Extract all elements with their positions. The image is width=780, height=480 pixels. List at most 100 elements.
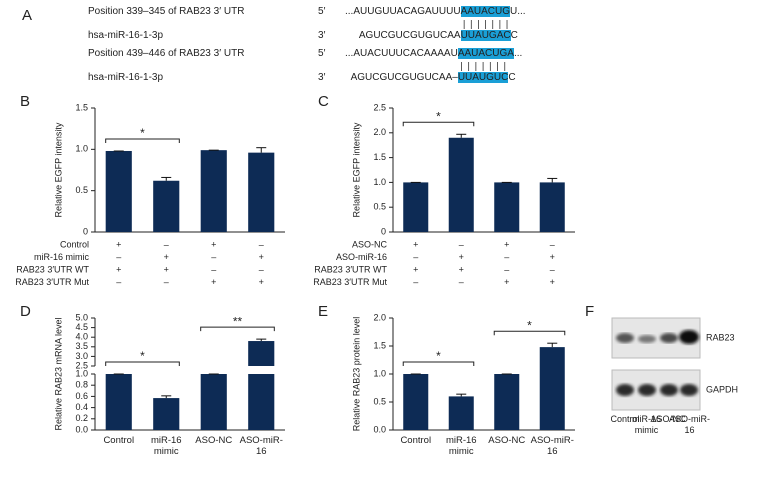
condition-mark: + — [259, 277, 264, 287]
condition-mark: – — [164, 239, 169, 249]
bar — [539, 182, 565, 232]
condition-mark: + — [259, 252, 264, 262]
y-tick-label: 4.0 — [75, 332, 88, 342]
strand-end: 5′ — [318, 6, 326, 17]
condition-mark: + — [504, 239, 509, 249]
blot-band — [616, 384, 634, 396]
panel-letter: A — [22, 7, 32, 24]
bar — [403, 374, 429, 430]
condition-mark: + — [211, 239, 216, 249]
blot-band — [679, 330, 699, 344]
condition-mark: – — [116, 252, 121, 262]
y-tick-label: 1.5 — [373, 340, 386, 350]
condition-mark: – — [211, 252, 216, 262]
bar — [153, 180, 180, 232]
bar — [248, 341, 275, 366]
y-tick-label: 1.5 — [373, 152, 386, 162]
bar — [153, 398, 180, 430]
panel-letter: F — [585, 303, 594, 320]
y-tick-label: 0.5 — [373, 396, 386, 406]
condition-mark: – — [259, 264, 264, 274]
bar — [448, 396, 474, 430]
condition-mark: + — [164, 264, 169, 274]
condition-mark: + — [550, 252, 555, 262]
condition-mark: + — [116, 264, 121, 274]
significance-bracket — [105, 361, 180, 366]
significance-label: * — [436, 349, 441, 363]
condition-mark: + — [413, 239, 418, 249]
y-tick-label: 0 — [83, 226, 88, 236]
x-tick-label: ASO-NC — [488, 435, 526, 446]
condition-mark: – — [413, 252, 418, 262]
sequence: AGUCGUCGUGUCAA–UUAUGUCC — [351, 72, 516, 84]
significance-label: * — [140, 349, 145, 363]
bar — [105, 374, 132, 430]
seed-highlight: UUAUGUC — [457, 72, 509, 83]
y-tick-label: 4.5 — [75, 322, 88, 332]
sequence-part: ...AUUGUUACAGAUUUU — [345, 6, 461, 17]
bar — [105, 150, 132, 232]
y-tick-label: 1.0 — [373, 177, 386, 187]
bar — [248, 374, 275, 430]
y-tick-label: 2.5 — [75, 360, 88, 370]
seed-highlight: AAUACUGA — [457, 48, 514, 59]
strand-end: 5′ — [318, 48, 326, 59]
blot-band — [680, 384, 698, 396]
condition-label: RAB23 3′UTR Mut — [313, 277, 387, 287]
condition-mark: – — [459, 277, 464, 287]
condition-label: miR-16 mimic — [34, 252, 89, 262]
bar — [494, 374, 520, 430]
condition-mark: – — [211, 264, 216, 274]
lane-label: miR-16 mimic — [631, 414, 661, 435]
sequence-part: ...AUACUUUCACAAAAU — [345, 48, 458, 59]
blot-band — [616, 333, 634, 343]
y-tick-label: 1.0 — [75, 368, 88, 378]
y-tick-label: 5.0 — [75, 312, 88, 322]
x-tick-label: ASO-miR-16 — [530, 435, 574, 457]
significance-bracket — [402, 361, 475, 366]
y-axis-label: Relative EGFP intensity — [53, 122, 63, 217]
bar — [200, 150, 227, 232]
y-tick-label: 0 — [381, 226, 386, 236]
y-tick-label: 0.4 — [75, 402, 88, 412]
condition-mark: – — [164, 277, 169, 287]
y-tick-label: 2.5 — [373, 102, 386, 112]
x-tick-label: ASO-NC — [195, 435, 233, 446]
y-tick-label: 1.0 — [75, 144, 88, 154]
significance-label: * — [527, 318, 532, 332]
condition-mark: + — [504, 277, 509, 287]
condition-mark: – — [413, 277, 418, 287]
condition-mark: + — [211, 277, 216, 287]
condition-mark: – — [550, 239, 555, 249]
strand-end: 3′ — [318, 72, 326, 83]
sequence-name: Position 339–345 of RAB23 3′ UTR — [88, 6, 245, 17]
sequence-name: Position 439–446 of RAB23 3′ UTR — [88, 48, 245, 59]
x-tick-label: Control — [400, 435, 432, 446]
condition-mark: – — [116, 277, 121, 287]
strand-end: 3′ — [318, 30, 326, 41]
significance-bracket — [402, 121, 475, 127]
y-tick-label: 2.0 — [373, 312, 386, 322]
sequence-name: hsa-miR-16-1-3p — [88, 30, 164, 41]
condition-mark: + — [116, 239, 121, 249]
significance-label: ** — [233, 314, 243, 328]
condition-label: ASO-miR-16 — [336, 252, 387, 262]
significance-bracket — [105, 138, 180, 143]
condition-mark: – — [504, 264, 509, 274]
condition-mark: – — [459, 239, 464, 249]
condition-label: Control — [60, 239, 89, 249]
significance-label: * — [140, 126, 145, 140]
y-tick-label: 0.8 — [75, 380, 88, 390]
blot-band — [660, 333, 678, 343]
bar — [403, 182, 429, 232]
y-tick-label: 1.0 — [373, 368, 386, 378]
condition-mark: + — [550, 277, 555, 287]
lane-label: ASO-NC — [650, 414, 686, 424]
condition-label: RAB23 3′UTR WT — [16, 264, 89, 274]
sequence: ...AUACUUUCACAAAAUAAUACUGA... — [345, 48, 522, 60]
sequence-part: C — [510, 30, 518, 41]
lane-label: ASO-miR-16 — [669, 414, 710, 435]
panel-letter: E — [318, 303, 328, 320]
sequence-part: ... — [513, 48, 523, 59]
panel-letter: C — [318, 93, 329, 110]
